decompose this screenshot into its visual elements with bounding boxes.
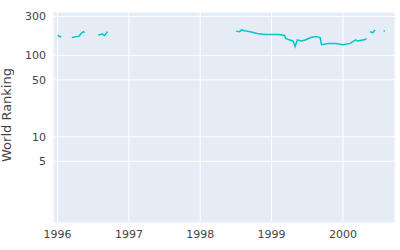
svg-text:10: 10 bbox=[32, 131, 46, 144]
svg-text:World Ranking: World Ranking bbox=[8, 68, 14, 162]
svg-text:50: 50 bbox=[32, 74, 46, 87]
svg-text:1998: 1998 bbox=[186, 228, 214, 241]
svg-text:1997: 1997 bbox=[115, 228, 143, 241]
svg-text:5: 5 bbox=[39, 155, 46, 168]
svg-text:300: 300 bbox=[25, 10, 46, 23]
svg-text:100: 100 bbox=[25, 49, 46, 62]
svg-text:1996: 1996 bbox=[44, 228, 72, 241]
svg-text:2000: 2000 bbox=[329, 228, 357, 241]
svg-text:1999: 1999 bbox=[258, 228, 286, 241]
